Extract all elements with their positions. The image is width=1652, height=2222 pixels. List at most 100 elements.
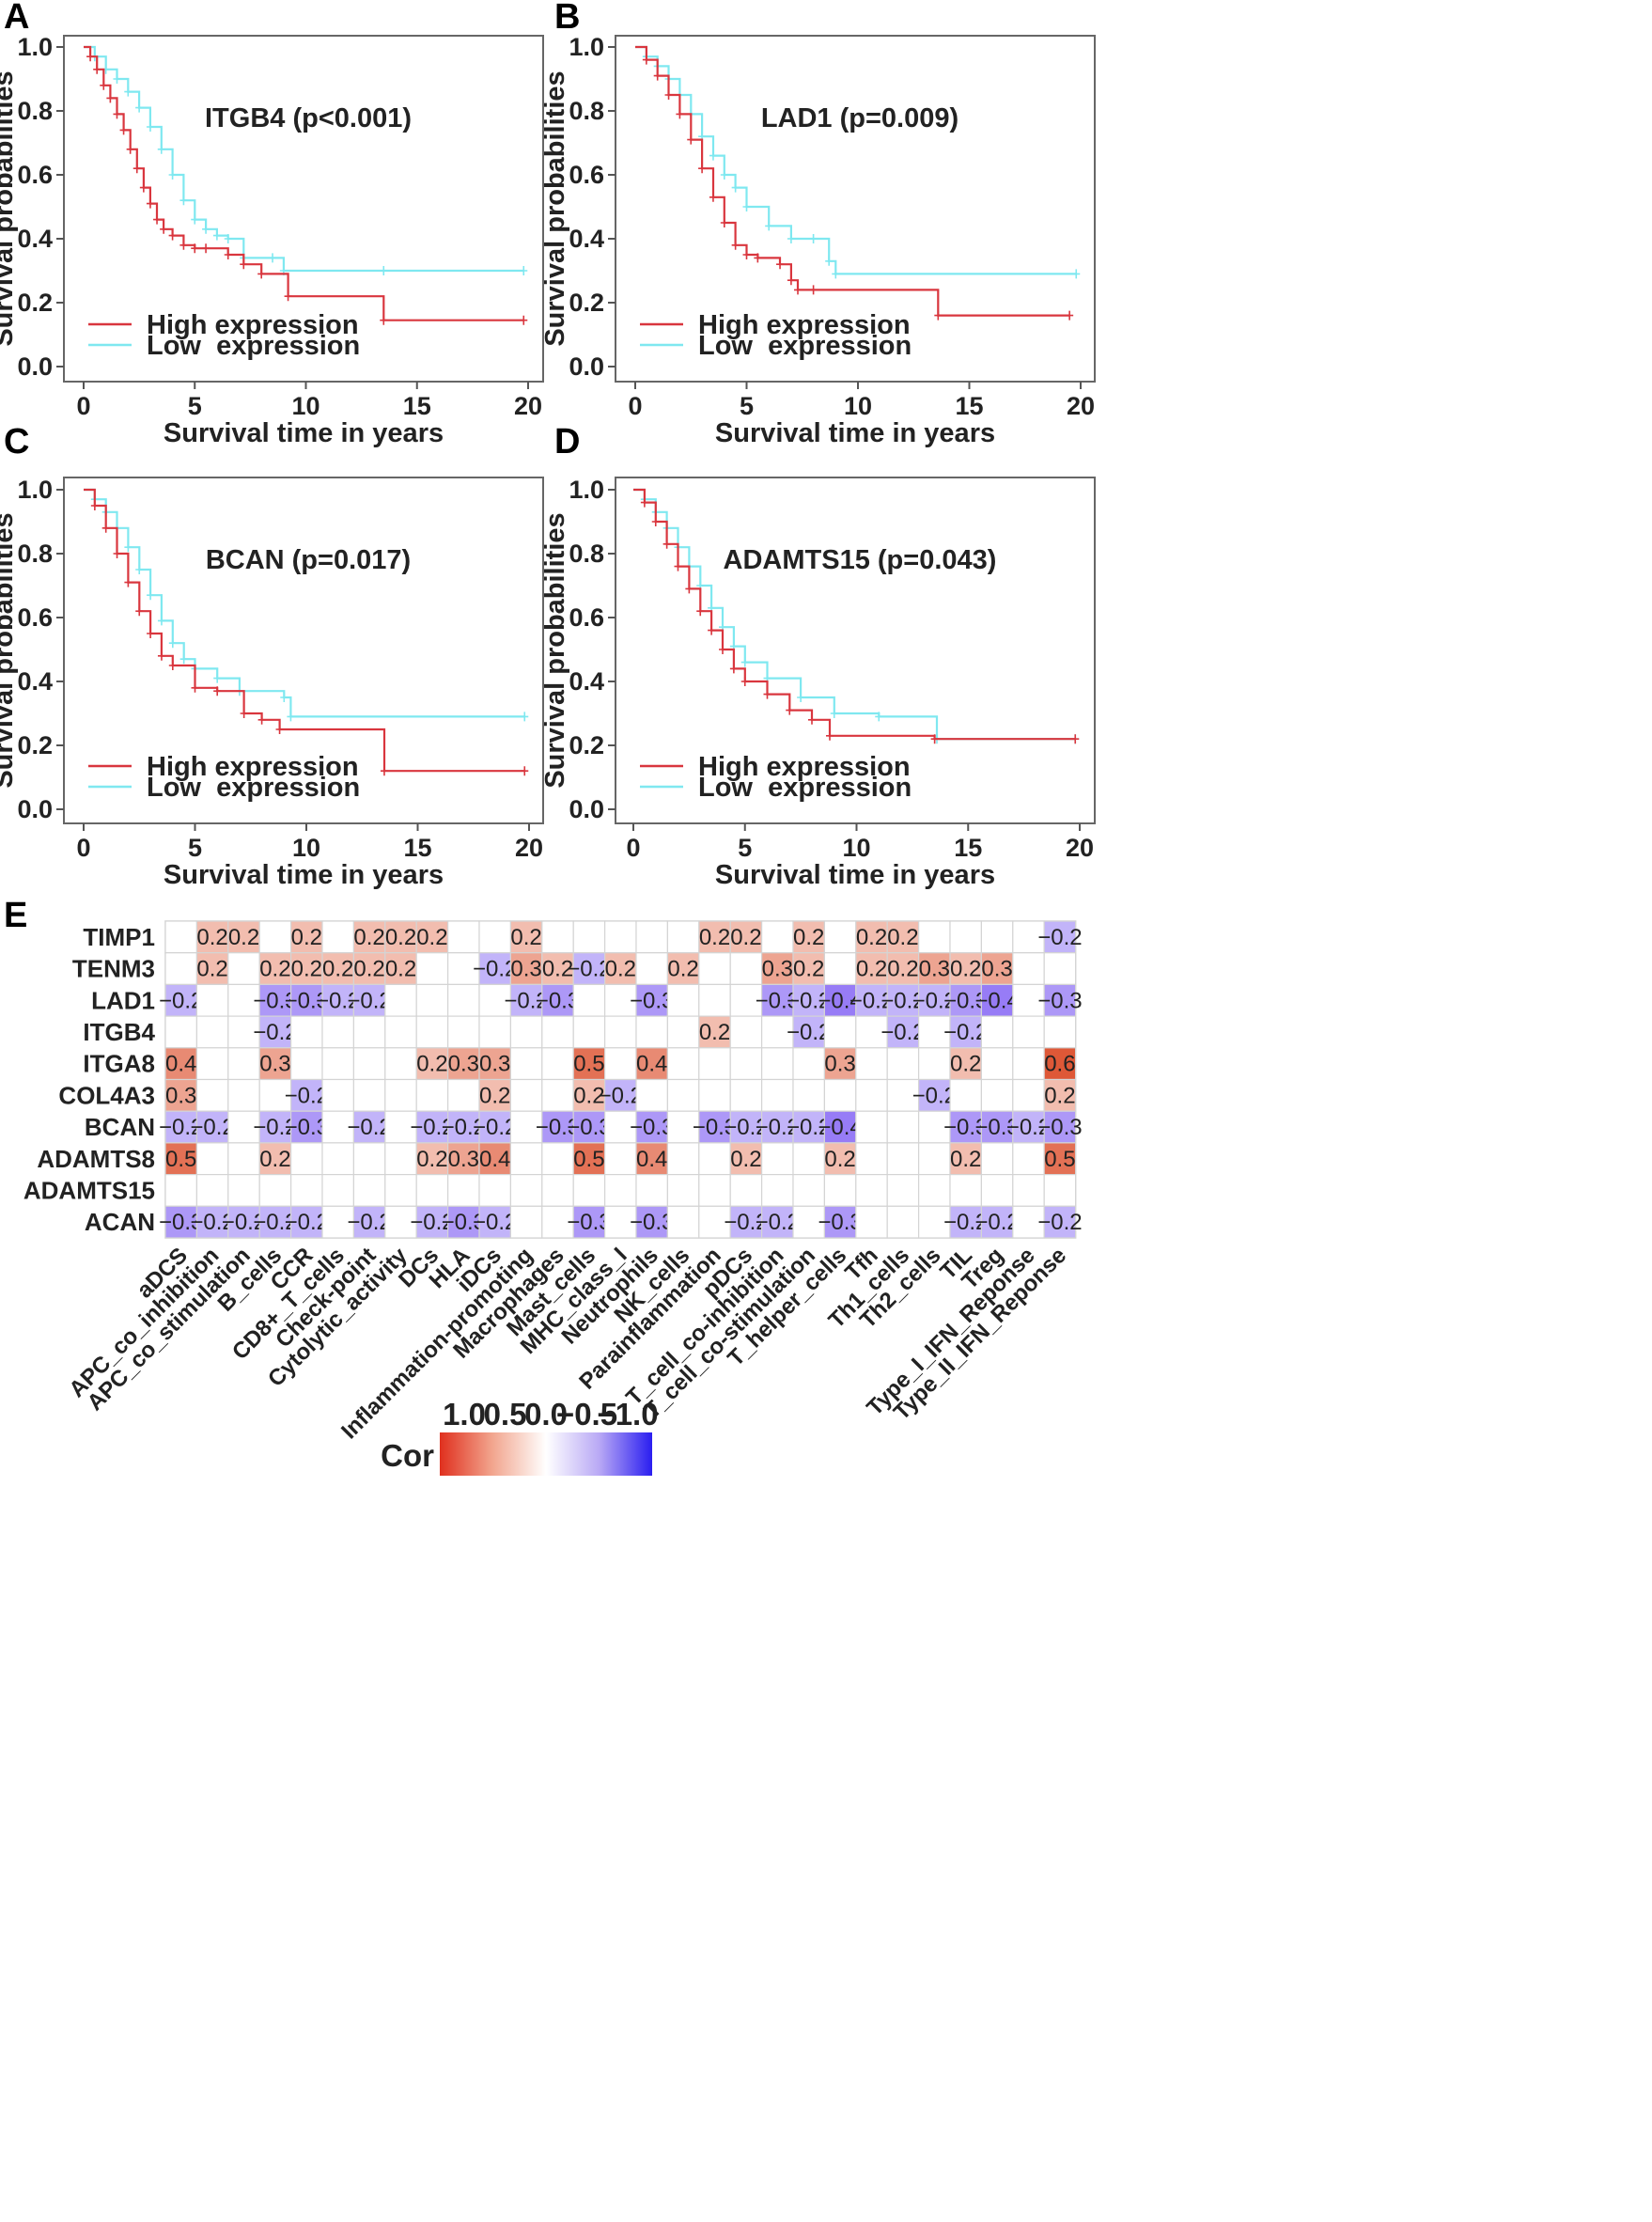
censor-mark xyxy=(674,561,682,571)
heatmap-cell xyxy=(321,1078,355,1112)
y-tick-label: 0.8 xyxy=(17,540,53,568)
heatmap-cell xyxy=(447,1015,480,1049)
x-tick-label: 0 xyxy=(76,392,90,420)
heatmap-cell-value: −0.2 xyxy=(756,1210,800,1235)
heatmap-cell xyxy=(195,1047,229,1081)
colorbar-tick-label: −0.5 xyxy=(556,1397,617,1432)
heatmap-cell xyxy=(384,1205,417,1239)
heatmap-cell xyxy=(666,1142,700,1176)
censor-mark xyxy=(662,539,671,549)
heatmap-cell-value: −0.2 xyxy=(504,988,548,1013)
heatmap-cell xyxy=(1043,1015,1077,1049)
heatmap-cell-value: −0.3 xyxy=(536,1115,580,1140)
heatmap-cell xyxy=(447,1205,480,1239)
gene-title: LAD1 (p=0.009) xyxy=(761,103,958,133)
heatmap-cell xyxy=(603,1110,637,1144)
censor-mark xyxy=(719,645,726,654)
y-tick-label: 1.0 xyxy=(17,476,53,504)
heatmap-cell-value: 0.2 xyxy=(416,925,447,950)
km-panel-a: A 0.0 0.2 0.4 0.6 0.8 1.0 0 5 10 15 20 Survival time… xyxy=(0,0,544,448)
heatmap-cell xyxy=(384,1047,417,1081)
heatmap-cell xyxy=(478,1173,512,1207)
censor-mark xyxy=(179,196,188,206)
heatmap-cell-value: −0.2 xyxy=(912,1083,957,1108)
heatmap-cell-value: −0.3 xyxy=(630,1115,674,1140)
heatmap-cell xyxy=(1043,1078,1077,1112)
heatmap-cell xyxy=(195,920,229,954)
heatmap-cell xyxy=(917,1047,951,1081)
heatmap-cell xyxy=(384,1078,417,1112)
heatmap-cell xyxy=(855,1078,888,1112)
heatmap-cell-value: 0.2 xyxy=(385,925,416,950)
heatmap-cell xyxy=(258,1205,292,1239)
heatmap-cell-value: 0.2 xyxy=(950,957,981,982)
censor-mark xyxy=(787,275,795,286)
censor-mark xyxy=(708,625,716,635)
heatmap-cell-value: −0.2 xyxy=(473,1115,517,1140)
heatmap-cell-value: 0.3 xyxy=(762,957,793,982)
censor-mark xyxy=(86,52,95,62)
heatmap-cell xyxy=(572,1173,606,1207)
heatmap-cell xyxy=(792,1205,826,1239)
heatmap-cell-value: −0.3 xyxy=(536,988,580,1013)
heatmap-cell xyxy=(384,1110,417,1144)
heatmap-cell-value: −0.2 xyxy=(943,1210,988,1235)
x-tick-label: 0 xyxy=(626,834,640,862)
heatmap-cell xyxy=(415,1173,449,1207)
heatmap-cell xyxy=(384,1173,417,1207)
censor-mark xyxy=(731,182,740,193)
y-axis-title: Survival probabilities xyxy=(0,512,19,788)
heatmap-cell xyxy=(415,1110,449,1144)
censor-mark xyxy=(664,90,673,100)
censor-mark xyxy=(90,501,99,510)
heatmap-cell-value: −0.2 xyxy=(881,1020,925,1045)
legend-label-high: High expression xyxy=(147,752,359,782)
legend-label-low: Low expression xyxy=(698,773,912,803)
y-tick-label: 0.6 xyxy=(569,603,604,632)
censor-mark xyxy=(709,150,717,161)
heatmap-cell-value: −0.2 xyxy=(1037,925,1082,950)
gene-title: BCAN (p=0.017) xyxy=(206,545,411,575)
heatmap-cell xyxy=(447,1173,480,1207)
heatmap-cell xyxy=(603,1173,637,1207)
heatmap-cell-value: −0.3 xyxy=(943,988,988,1013)
heatmap-cell-value: −0.2 xyxy=(473,1210,517,1235)
censor-mark xyxy=(139,182,148,193)
heatmap-cell-value: −0.2 xyxy=(881,988,925,1013)
censor-mark xyxy=(257,714,266,725)
heatmap-cell xyxy=(886,952,920,986)
x-tick-label: 15 xyxy=(403,834,431,862)
heatmap-column-label: APC_co_inhibition xyxy=(64,1243,224,1402)
censor-mark xyxy=(826,730,834,741)
heatmap-cell-value: −0.3 xyxy=(974,1115,1019,1140)
heatmap-cell xyxy=(917,1078,951,1112)
heatmap-cell xyxy=(290,1142,323,1176)
heatmap-cell-value: −0.2 xyxy=(943,1020,988,1045)
heatmap-cell xyxy=(321,983,355,1017)
heatmap-cell-value: −0.2 xyxy=(974,1210,1019,1235)
heatmap-cell xyxy=(415,1015,449,1049)
heatmap-cell xyxy=(760,1078,794,1112)
heatmap-cell-value: 0.3 xyxy=(448,1052,479,1077)
heatmap-cell-value: 0.2 xyxy=(542,957,573,982)
heatmap-cell xyxy=(509,952,543,986)
heatmap-cell xyxy=(195,1173,229,1207)
heatmap-cell xyxy=(917,1142,951,1176)
heatmap-cell xyxy=(698,952,731,986)
heatmap-cell xyxy=(886,1205,920,1239)
heatmap-cell-value: 0.2 xyxy=(856,925,887,950)
censor-mark xyxy=(830,709,838,718)
legend-label-low: Low expression xyxy=(147,331,360,361)
heatmap-cell xyxy=(917,920,951,954)
censor-mark xyxy=(224,250,232,259)
heatmap-cell-value: 0.2 xyxy=(353,957,384,982)
heatmap-cell xyxy=(760,1142,794,1176)
censor-mark xyxy=(934,310,943,321)
heatmap-cell-value: −0.3 xyxy=(567,1115,611,1140)
heatmap-cell xyxy=(227,952,260,986)
heatmap-cell xyxy=(384,983,417,1017)
censor-mark xyxy=(213,686,222,696)
heatmap-cell-value: −0.3 xyxy=(818,1210,862,1235)
heatmap-cell xyxy=(352,1015,386,1049)
heatmap-cell xyxy=(855,1142,888,1176)
